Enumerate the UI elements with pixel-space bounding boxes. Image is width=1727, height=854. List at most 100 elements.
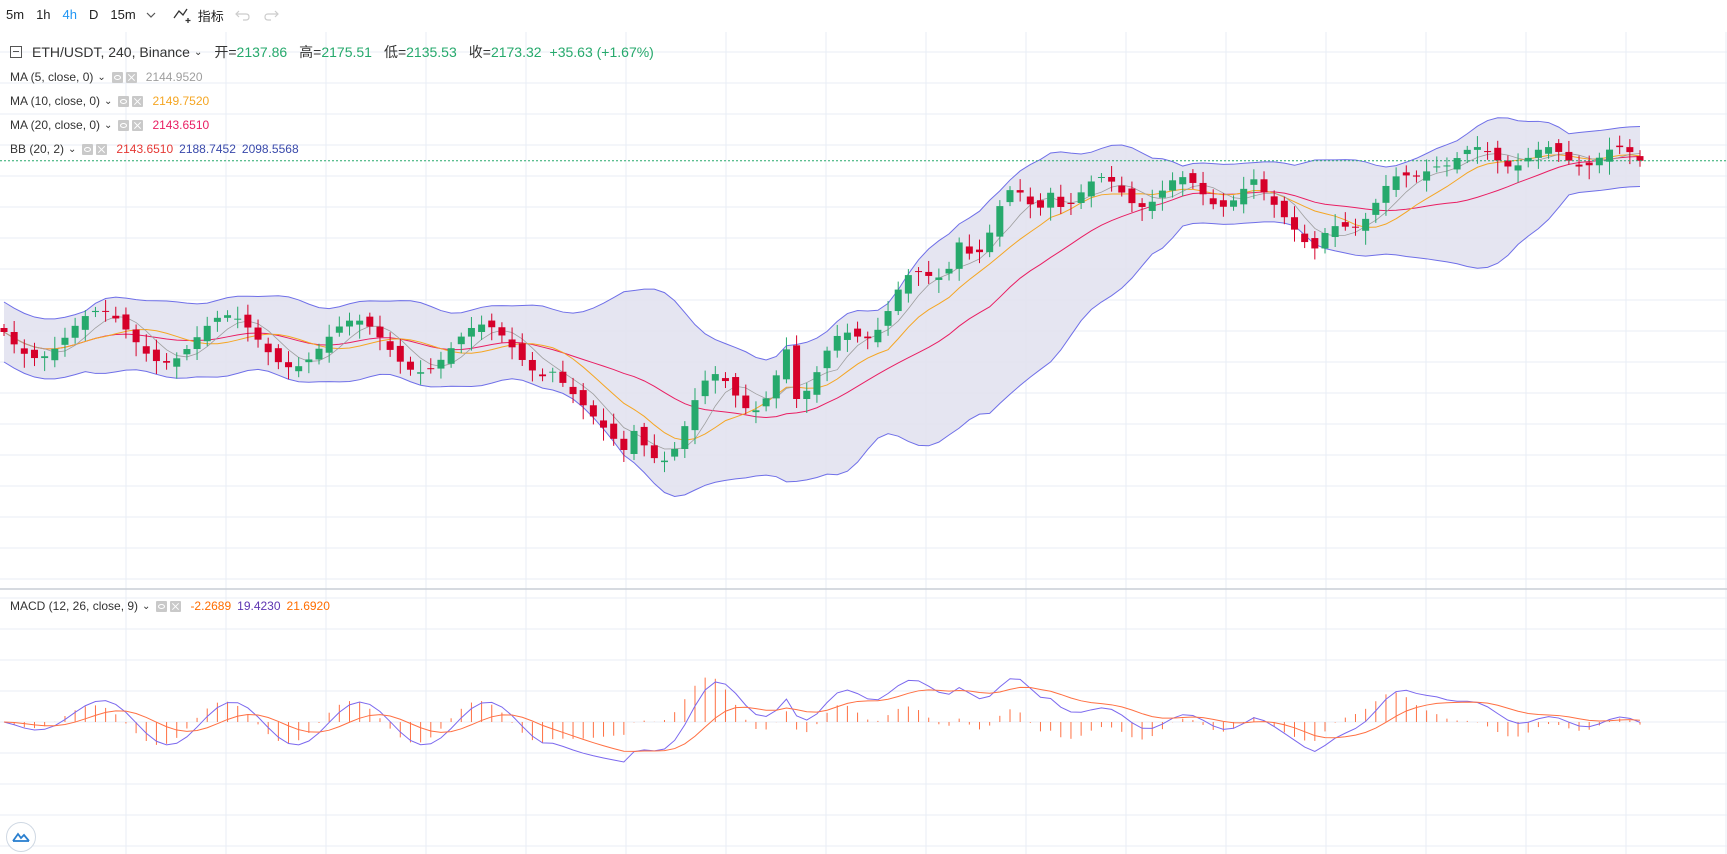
- candle-body: [315, 348, 323, 360]
- candle-body: [1250, 179, 1258, 185]
- candle-body: [752, 410, 760, 413]
- candle-body: [224, 315, 232, 318]
- indicators-label: 指标: [197, 8, 224, 24]
- low-value: 2135.53: [406, 44, 457, 60]
- eye-icon[interactable]: [82, 143, 94, 155]
- candle-body: [244, 314, 252, 328]
- indicator-value: 2143.6510: [152, 118, 210, 132]
- eye-icon[interactable]: [156, 600, 168, 612]
- legend-macd: MACD (12, 26, close, 9) ⌄ -2.2689 19.423…: [10, 599, 330, 613]
- candle-body: [112, 315, 120, 319]
- high-value: 2175.51: [321, 44, 372, 60]
- chevron-down-icon[interactable]: ⌄: [104, 95, 113, 107]
- candle-body: [1026, 196, 1034, 205]
- bb-upper-value: 2188.7452: [179, 142, 236, 156]
- candle-body: [406, 361, 414, 370]
- candle-body: [894, 289, 902, 312]
- candle-body: [1351, 226, 1359, 228]
- redo-icon[interactable]: [260, 0, 284, 30]
- price-chart[interactable]: [0, 32, 1727, 854]
- main-legend: ETH/USDT, 240, Binance ⌄ 开= 2137.86 高= 2…: [10, 42, 654, 62]
- candlesticks: [0, 135, 1644, 473]
- timeframe-1h[interactable]: 1h: [36, 7, 51, 22]
- candle-body: [1230, 200, 1238, 207]
- close-icon[interactable]: [170, 600, 182, 612]
- candle-body: [1484, 151, 1492, 153]
- timeframe-d[interactable]: D: [89, 7, 99, 22]
- timeframe-dropdown-chevron-icon[interactable]: [142, 0, 160, 30]
- candle-body: [1087, 181, 1095, 197]
- candle-body: [1463, 149, 1471, 155]
- candle-body: [183, 349, 191, 355]
- eye-icon[interactable]: [118, 95, 130, 107]
- candle-body: [528, 359, 536, 371]
- candle-body: [762, 398, 770, 407]
- candle-body: [1077, 192, 1085, 203]
- eye-icon[interactable]: [111, 71, 123, 83]
- candle-body: [467, 327, 475, 337]
- indicator-name[interactable]: MA (5, close, 0): [10, 70, 94, 84]
- close-icon[interactable]: [132, 119, 144, 131]
- indicator-value: 2144.9520: [145, 70, 203, 84]
- indicator-name[interactable]: MACD (12, 26, close, 9): [10, 599, 139, 613]
- candle-body: [1382, 185, 1390, 203]
- indicator-name[interactable]: MA (10, close, 0): [10, 94, 101, 108]
- logo-mountain-icon: [12, 832, 30, 842]
- macd-histogram-value: -2.2689: [190, 599, 232, 613]
- change-value: +35.63 (+1.67%): [549, 44, 654, 60]
- candle-body: [122, 314, 130, 330]
- chevron-down-icon[interactable]: ⌄: [68, 143, 77, 155]
- legend-ma20: MA (20, close, 0) ⌄ 2143.6510: [10, 118, 209, 132]
- candle-body: [152, 349, 160, 362]
- legend-ma10: MA (10, close, 0) ⌄ 2149.7520: [10, 94, 209, 108]
- candle-body: [213, 317, 221, 322]
- candle-body: [142, 346, 150, 354]
- candle-body: [1097, 177, 1105, 179]
- candle-body: [1514, 165, 1522, 171]
- candle-body: [1321, 233, 1329, 249]
- candle-body: [1524, 157, 1532, 162]
- candle-body: [1199, 182, 1207, 195]
- undo-icon[interactable]: [230, 0, 254, 30]
- indicator-name[interactable]: MA (20, close, 0): [10, 118, 101, 132]
- candle-body: [1362, 218, 1370, 231]
- timeframe-4h[interactable]: 4h: [62, 7, 77, 22]
- chevron-down-icon[interactable]: ⌄: [142, 600, 151, 612]
- candle-body: [51, 348, 59, 361]
- candle-body: [1555, 143, 1563, 152]
- candle-body: [345, 320, 353, 327]
- symbol-chevron-icon[interactable]: ⌄: [193, 46, 203, 58]
- chevron-down-icon[interactable]: ⌄: [104, 119, 113, 131]
- candle-body: [20, 348, 28, 354]
- close-icon[interactable]: [96, 143, 108, 155]
- candle-body: [1138, 203, 1146, 207]
- collapse-legend-icon[interactable]: [10, 46, 22, 58]
- candle-body: [1158, 190, 1166, 198]
- candle-body: [498, 327, 506, 336]
- candle-body: [864, 336, 872, 339]
- candle-body: [1331, 226, 1339, 238]
- close-icon[interactable]: [125, 71, 137, 83]
- candle-body: [254, 327, 262, 340]
- eye-icon[interactable]: [118, 119, 130, 131]
- macd-lines: [3, 678, 1641, 763]
- candle-body: [295, 366, 303, 372]
- symbol-label[interactable]: ETH/USDT, 240, Binance: [32, 44, 190, 60]
- candle-body: [10, 332, 18, 345]
- candle-body: [1260, 179, 1268, 193]
- candle-body: [1392, 176, 1400, 190]
- indicator-name[interactable]: BB (20, 2): [10, 142, 65, 156]
- candle-body: [1606, 149, 1614, 162]
- candle-body: [1585, 162, 1593, 166]
- candle-body: [539, 374, 547, 377]
- timeframe-15m[interactable]: 15m: [110, 7, 136, 22]
- candle-body: [874, 329, 882, 343]
- tradingview-logo[interactable]: [6, 822, 36, 852]
- chevron-down-icon[interactable]: ⌄: [97, 71, 106, 83]
- indicators-button[interactable]: 指标: [172, 0, 224, 30]
- timeframe-5m[interactable]: 5m: [6, 7, 25, 22]
- candle-body: [437, 359, 445, 369]
- candle-body: [335, 326, 343, 333]
- candle-body: [711, 374, 719, 381]
- close-icon[interactable]: [132, 95, 144, 107]
